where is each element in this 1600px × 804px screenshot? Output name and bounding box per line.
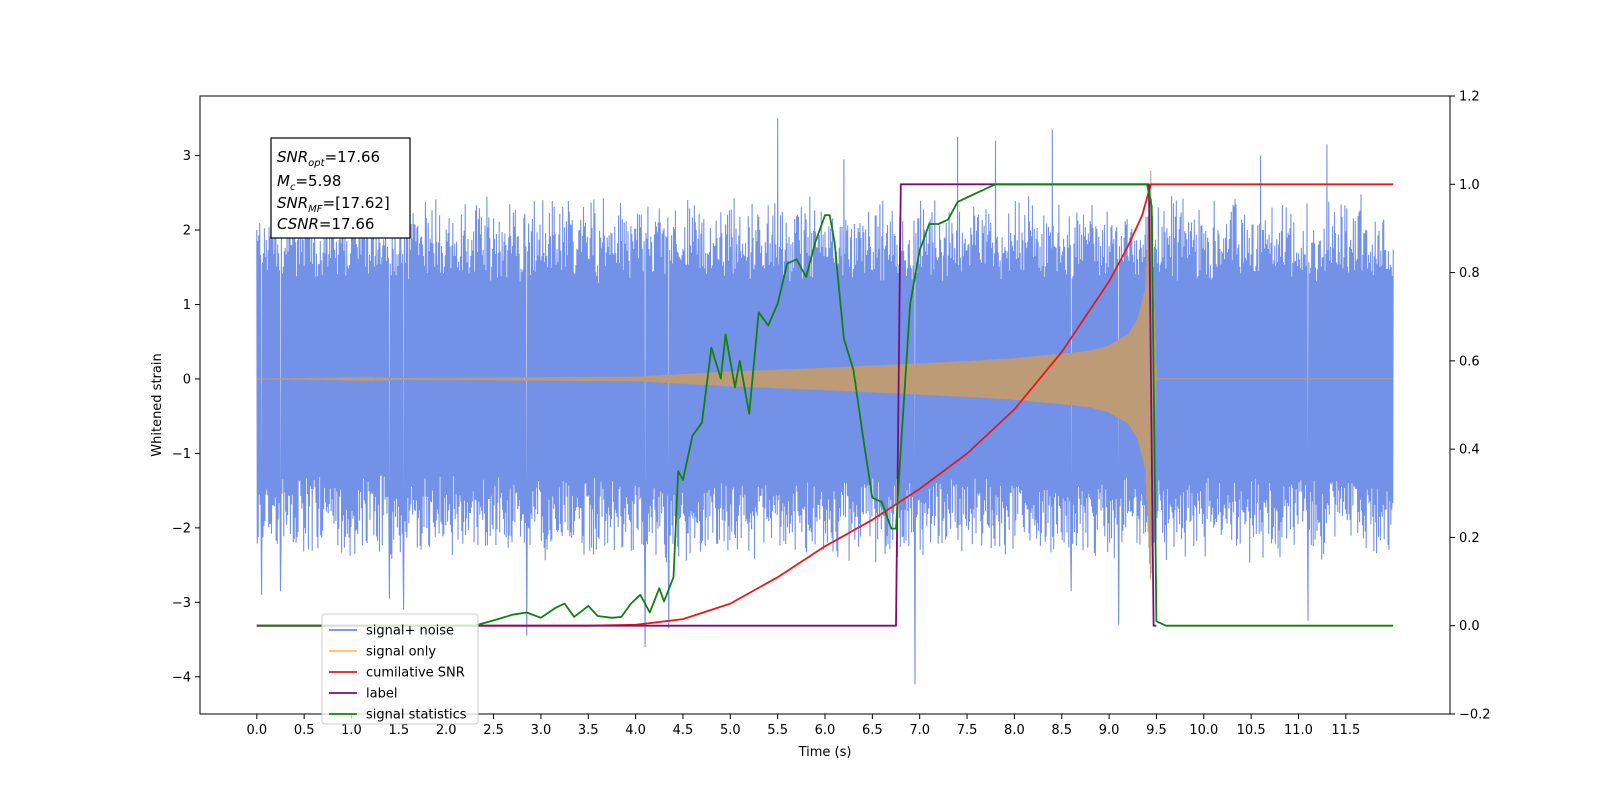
y-right-tick-label-3: 0.6 [1459,354,1480,369]
stats-annotation: SNRopt=17.66 Mc=5.98 SNRMF=[17.62] CSNR=… [270,137,411,239]
x-tick-label-20: 10.0 [1189,723,1218,738]
y-right-tick-label-0: 1.2 [1459,90,1480,105]
legend-label-4: signal statistics [366,708,467,723]
legend: signal+ noise signal only cumilative SNR la… [321,613,479,725]
y-right-tick-label-4: 0.4 [1459,443,1480,458]
x-tick-label-9: 4.5 [673,723,694,738]
x-tick-label-18: 9.0 [1099,723,1120,738]
x-tick-label-5: 2.5 [483,723,504,738]
x-tick-label-17: 8.5 [1051,723,1072,738]
x-tick-label-10: 5.0 [720,723,741,738]
y-axis-label-left: Whitened strain [150,353,165,456]
x-tick-label-14: 7.0 [909,723,930,738]
x-tick-label-23: 11.5 [1331,723,1360,738]
y-left-tick-label-2: 1 [183,298,191,313]
annotation-snr-opt: SNRopt=17.66 [277,148,380,169]
x-tick-label-2: 1.0 [341,723,362,738]
annotation-mc: Mc=5.98 [277,172,341,193]
x-tick-label-11: 5.5 [767,723,788,738]
x-axis: 0.0 0.5 1.0 1.5 2.0 2.5 3.0 3.5 4.0 4.5 5.0 5.5 6.0 6… [246,714,1360,738]
series-signal-statistics [256,183,1394,627]
series-signal-noise [256,118,1394,685]
y-right-tick-label-7: −0.2 [1459,708,1491,723]
y-left-tick-label-0: 3 [183,149,191,164]
y-left-tick-label-7: −4 [172,670,191,685]
x-tick-label-1: 0.5 [294,723,315,738]
x-tick-label-6: 3.0 [531,723,552,738]
y-left-tick-label-1: 2 [183,224,191,239]
y-right-tick-label-6: 0.0 [1459,619,1480,634]
annotation-box [270,137,411,239]
x-tick-label-22: 11.0 [1284,723,1313,738]
legend-label-3: label [366,687,397,702]
y-left-tick-label-3: 0 [183,372,191,387]
x-tick-label-12: 6.0 [815,723,836,738]
x-tick-label-21: 10.5 [1237,723,1266,738]
y-axis-right: 1.2 1.0 0.8 0.6 0.4 0.2 0.0 −0.2 [1450,90,1491,723]
legend-label-2: cumilative SNR [366,666,465,681]
legend-frame [321,613,479,725]
x-tick-label-15: 7.5 [957,723,978,738]
x-tick-label-8: 4.0 [625,723,646,738]
series-layer [256,118,1394,685]
x-tick-label-4: 2.0 [436,723,457,738]
x-tick-label-13: 6.5 [862,723,883,738]
y-axis-left: 3 2 1 0 −1 −2 −3 −4 [172,149,200,685]
x-tick-label-0: 0.0 [246,723,267,738]
legend-label-1: signal only [366,645,436,660]
x-tick-label-3: 1.5 [389,723,410,738]
y-right-tick-label-1: 1.0 [1459,178,1480,193]
x-tick-label-19: 9.5 [1146,723,1167,738]
y-right-tick-label-5: 0.2 [1459,531,1480,546]
y-left-tick-label-6: −3 [172,596,191,611]
y-left-tick-label-4: −1 [172,447,191,462]
annotation-csnr: CSNR=17.66 [277,215,374,233]
y-left-tick-label-5: −2 [172,521,191,536]
y-right-tick-label-2: 0.8 [1459,266,1480,281]
x-tick-label-7: 3.5 [578,723,599,738]
annotation-snr-mf: SNRMF=[17.62] [277,194,390,215]
series-signal-only [256,170,1394,580]
x-tick-label-16: 8.0 [1004,723,1025,738]
legend-label-0: signal+ noise [366,624,454,639]
x-axis-label: Time (s) [798,745,852,760]
series-cumulative-snr [256,183,1394,627]
